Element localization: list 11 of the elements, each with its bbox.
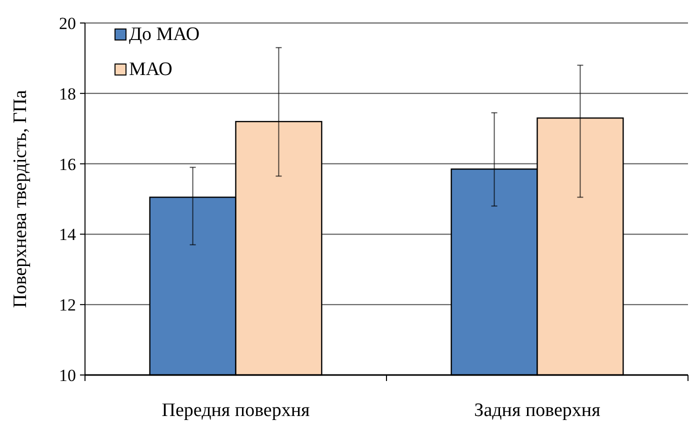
y-tick-label: 16	[59, 154, 76, 174]
y-tick-label: 20	[59, 14, 76, 33]
y-tick-label: 14	[59, 225, 76, 244]
y-tick-label: 10	[59, 366, 76, 385]
x-tick-label: Передня поверхня	[162, 400, 310, 421]
legend-label: МАО	[129, 59, 172, 80]
y-tick-label: 18	[59, 84, 76, 104]
legend-label: До МАО	[129, 24, 200, 45]
y-tick-label: 12	[59, 296, 76, 315]
x-tick-label: Задня поверхня	[474, 400, 601, 421]
y-axis-title: Поверхнева твердість, ГПа	[10, 90, 31, 308]
